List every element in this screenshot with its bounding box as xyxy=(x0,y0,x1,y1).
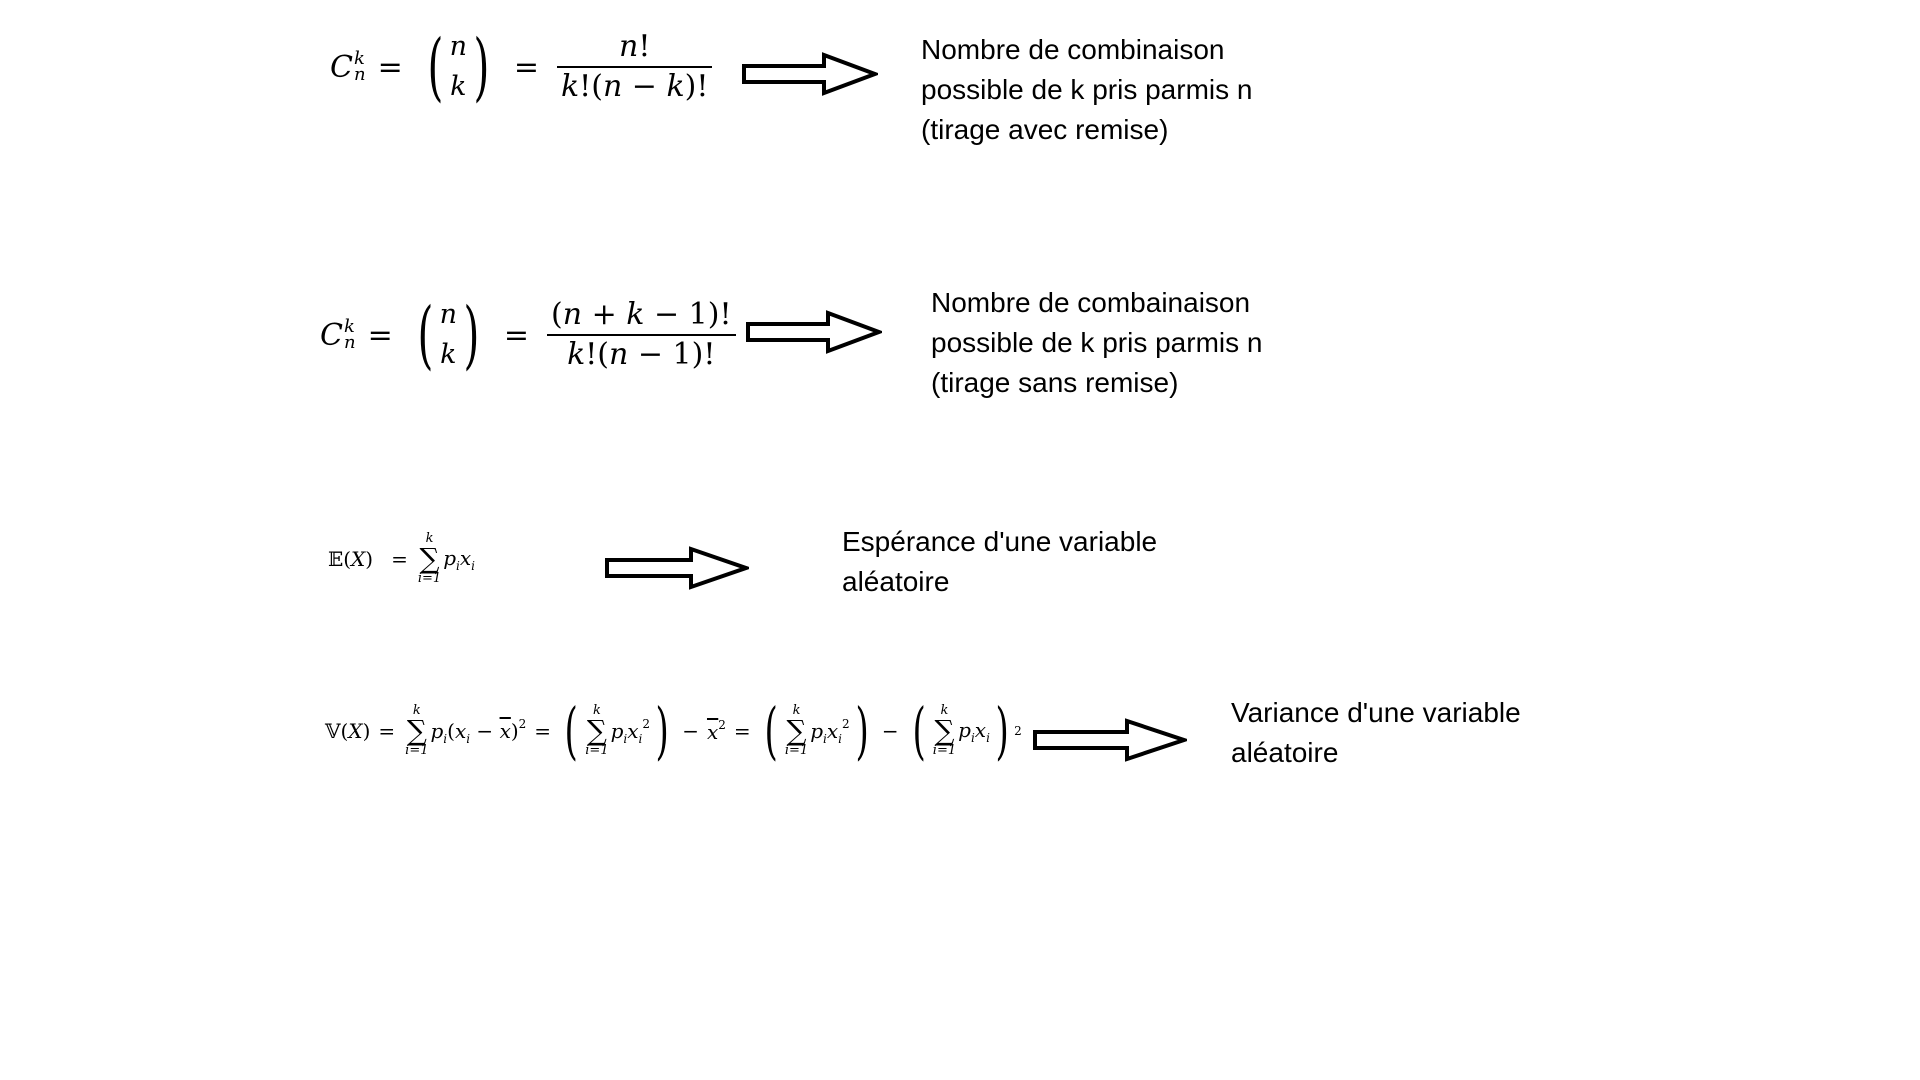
right-arrow-icon xyxy=(742,52,878,96)
right-arrow-icon xyxy=(746,310,882,354)
description-line: (tirage avec remise) xyxy=(921,114,1169,145)
description-line: (tirage sans remise) xyxy=(931,367,1179,398)
right-arrow-icon xyxy=(1033,718,1187,762)
description-line: possible de k pris parmis n xyxy=(921,74,1253,105)
description-combination-with-replacement: Nombre de combinaison possible de k pris… xyxy=(921,30,1252,150)
description-line: possible de k pris parmis n xyxy=(931,327,1263,358)
description-variance: Variance d'une variable aléatoire xyxy=(1231,693,1521,773)
description-line: aléatoire xyxy=(1231,737,1339,768)
formula-expectation: 𝔼(X) = k ∑ i=1 pixi xyxy=(328,531,475,586)
description-line: aléatoire xyxy=(842,566,950,597)
description-line: Espérance d'une variable xyxy=(842,526,1158,557)
description-line: Nombre de combinaison xyxy=(921,34,1225,65)
description-combination-without-replacement: Nombre de combainaison possible de k pri… xyxy=(931,283,1262,403)
description-line: Variance d'une variable xyxy=(1231,697,1521,728)
description-line: Nombre de combainaison xyxy=(931,287,1251,318)
description-expectation: Espérance d'une variable aléatoire xyxy=(842,522,1157,602)
formula-variance: 𝕍(X) = k ∑ i=1 pi(xi − x)2 = ( k ∑ i=1 pixi2… xyxy=(325,694,1022,767)
right-arrow-icon xyxy=(605,546,749,590)
